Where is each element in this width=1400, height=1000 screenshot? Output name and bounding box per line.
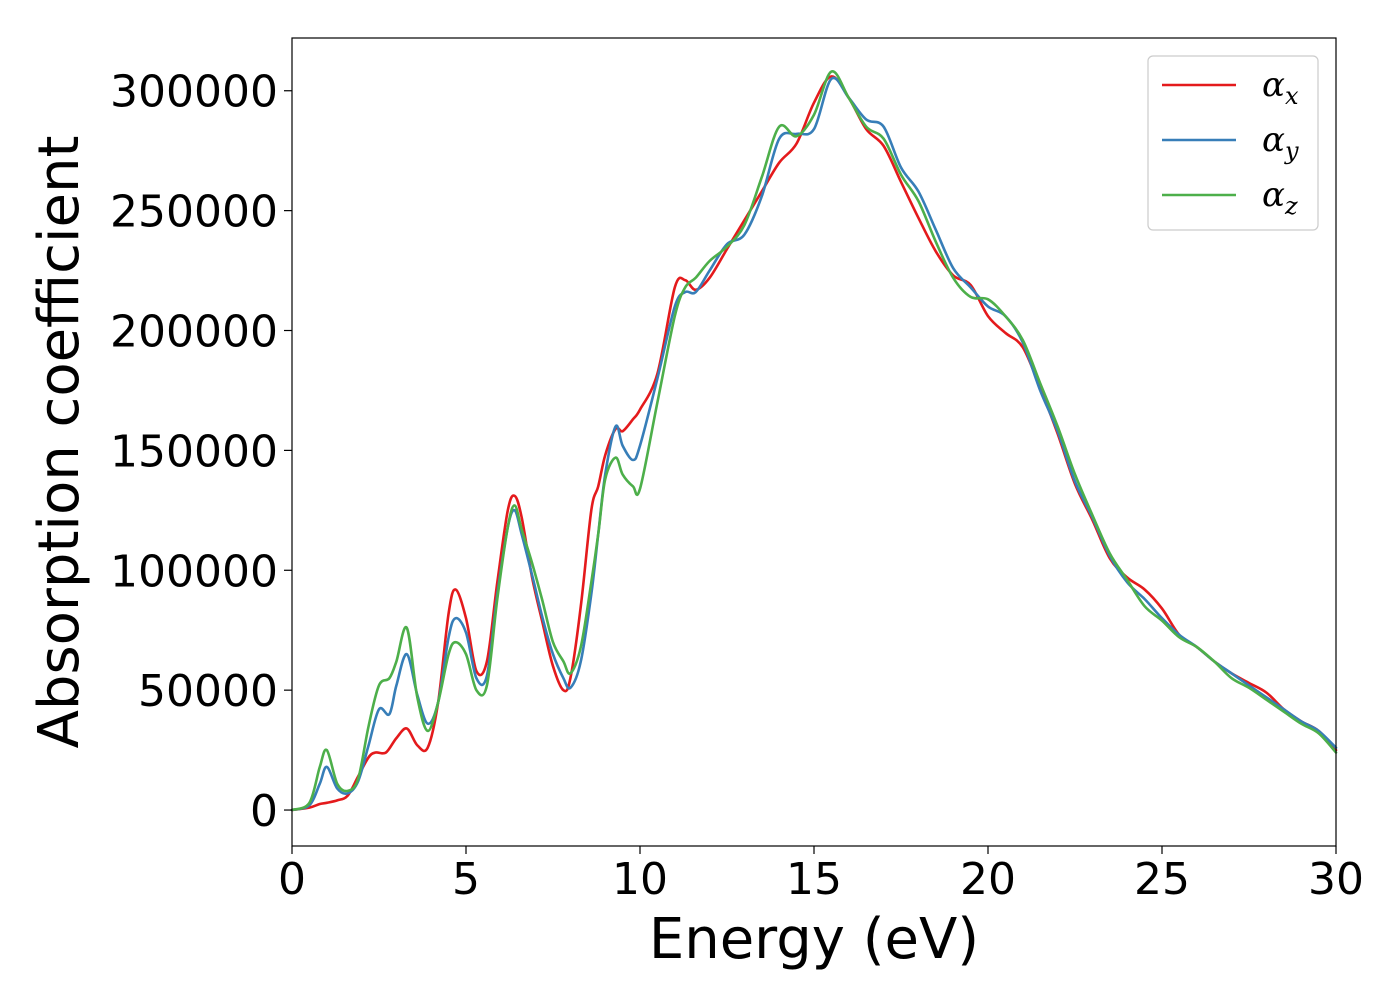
x-tick-label: 15 (786, 854, 842, 905)
y-tick-label: 0 (250, 786, 278, 837)
lines-layer (290, 70, 1338, 812)
y-tick-label: 100000 (110, 546, 278, 597)
x-ticks: 0 5 10 15 20 25 30 (278, 846, 1364, 905)
legend-label-z: αz (1262, 175, 1298, 220)
x-tick-label: 25 (1134, 854, 1190, 905)
x-tick-label: 0 (278, 854, 306, 905)
y-tick-label: 250000 (110, 187, 278, 238)
y-tick-label: 150000 (110, 426, 278, 477)
y-tick-label: 300000 (110, 67, 278, 118)
y-axis-label: Absorption coefficient (27, 136, 92, 749)
legend-box (1147, 55, 1319, 231)
y-tick-label: 200000 (110, 307, 278, 358)
series-line-z (290, 70, 1338, 812)
x-axis-label: Energy (eV) (649, 907, 979, 972)
x-tick-label: 20 (960, 854, 1016, 905)
y-tick-label: 50000 (138, 666, 278, 717)
x-tick-label: 30 (1308, 854, 1364, 905)
y-ticks: 0 50000 100000 150000 200000 250000 300000 (110, 67, 292, 837)
x-tick-label: 10 (612, 854, 668, 905)
x-tick-label: 5 (452, 854, 480, 905)
